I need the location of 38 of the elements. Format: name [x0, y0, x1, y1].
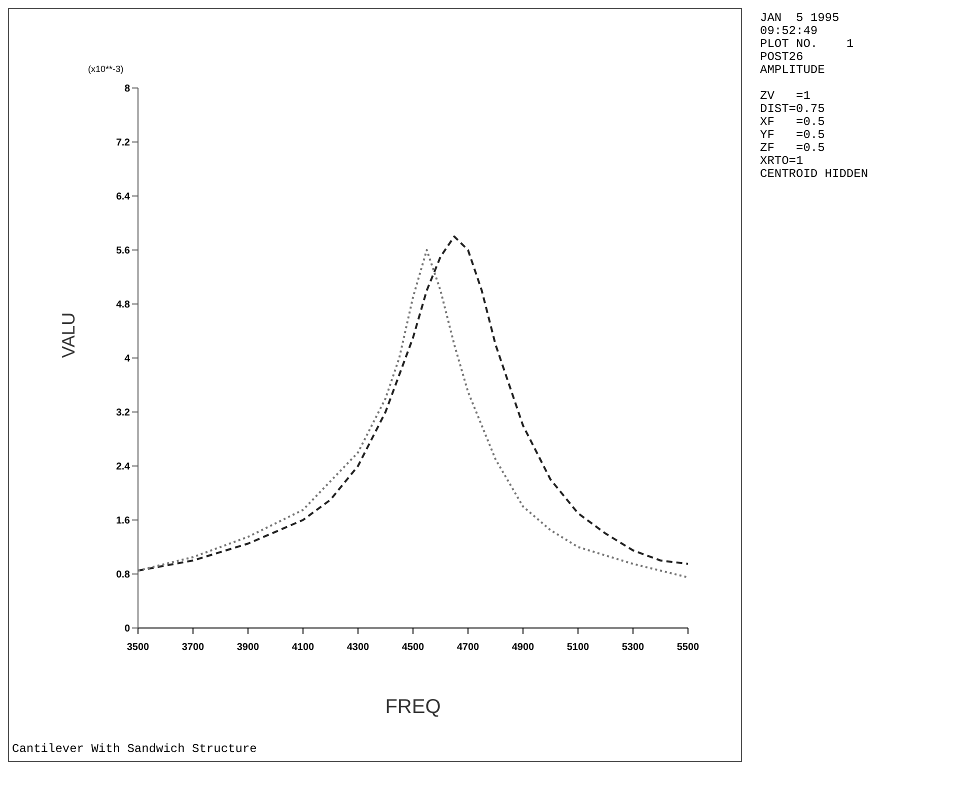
y-tick-label: 4 — [124, 354, 130, 365]
x-tick-label: 3900 — [236, 642, 260, 653]
x-tick-label: 5100 — [566, 642, 590, 653]
y-tick-label: 6.4 — [116, 192, 130, 203]
y-tick-label: 2.4 — [116, 462, 130, 473]
y-tick-label: 8 — [124, 84, 130, 95]
y-tick-label: 5.6 — [116, 246, 130, 257]
y-tick-label: 1.6 — [116, 516, 130, 527]
y-tick-label: 3.2 — [116, 408, 130, 419]
y-tick-label: 4.8 — [116, 300, 130, 311]
text: JAN 5 1995 — [760, 11, 840, 25]
x-tick-label: 3700 — [182, 642, 205, 653]
text: ZV =1 — [760, 89, 812, 103]
text: AMPLITUDE — [760, 63, 826, 77]
x-tick-label: 4300 — [346, 642, 370, 653]
y-tick-label: 7.2 — [116, 138, 130, 149]
x-tick-label: 4500 — [402, 642, 425, 653]
x-tick-label: 4900 — [512, 642, 535, 653]
y-tick-label: 0.8 — [116, 570, 130, 581]
y-axis-title: VALU — [58, 312, 78, 358]
x-tick-label: 5500 — [676, 642, 700, 653]
text: CENTROID HIDDEN — [760, 167, 868, 181]
x-axis-title: FREQ — [385, 696, 441, 718]
x-tick-label: 3500 — [126, 642, 150, 653]
x-tick-label: 4100 — [292, 642, 315, 653]
x-tick-label: 4700 — [456, 642, 480, 653]
text: Cantilever With Sandwich Structure — [12, 742, 257, 756]
x-tick-label: 5300 — [622, 642, 645, 653]
y-tick-label: 0 — [124, 624, 130, 635]
text: POST26 — [760, 50, 804, 64]
text: (x10**-3) — [88, 64, 124, 74]
text: PLOT NO. 1 — [760, 37, 855, 51]
text: DIST=0.75 — [760, 102, 826, 116]
text: ZF =0.5 — [760, 141, 826, 155]
text: XRTO=1 — [760, 154, 804, 168]
text: 09:52:49 — [760, 24, 819, 38]
text: YF =0.5 — [760, 128, 826, 142]
text: XF =0.5 — [760, 115, 826, 129]
